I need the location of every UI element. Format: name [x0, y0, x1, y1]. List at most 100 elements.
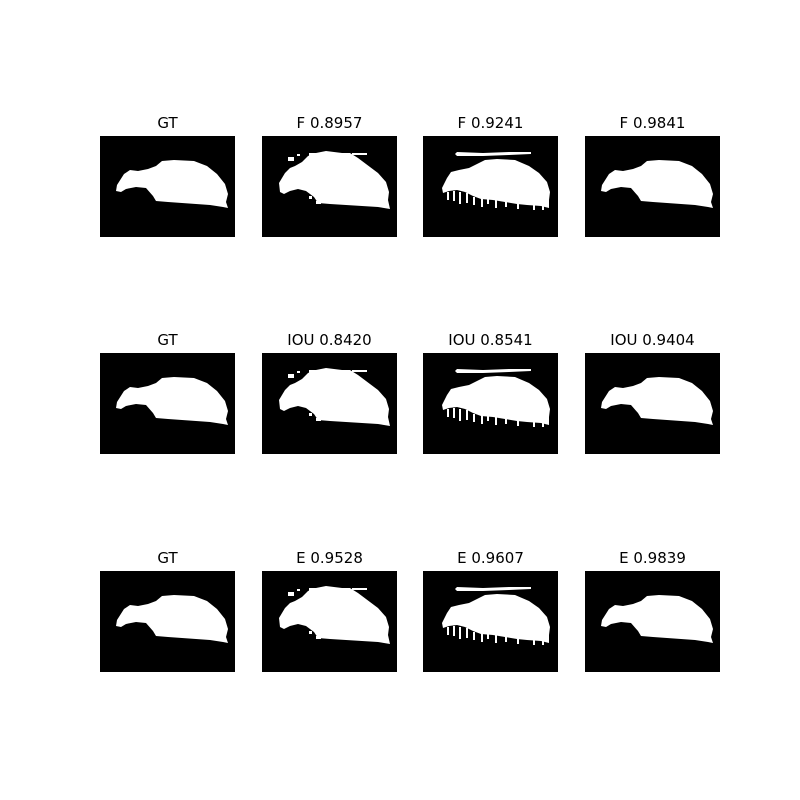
mask-fragment	[309, 153, 329, 156]
mask-fragment	[309, 196, 312, 199]
mask-fragment	[495, 635, 497, 643]
mask-silhouette	[116, 377, 228, 425]
mask-fragment	[447, 627, 449, 635]
mask-fragment	[466, 193, 468, 203]
mask-fragment	[288, 592, 294, 596]
mask-fragment	[453, 191, 455, 201]
panel-r1-c2: F 0.8957	[262, 114, 397, 237]
mask-fragment	[309, 631, 312, 634]
panel-title: E 0.9528	[296, 549, 363, 567]
panel-title: GT	[157, 331, 178, 349]
mask-silhouette	[116, 160, 228, 208]
mask-fragment	[542, 206, 544, 210]
prediction-mask-image	[262, 353, 397, 454]
mask-fragment	[455, 587, 531, 591]
mask-silhouette	[279, 586, 390, 644]
mask-fragment	[455, 152, 531, 156]
prediction-mask-image	[262, 571, 397, 672]
mask-fragment	[481, 634, 483, 642]
prediction-mask-image	[585, 571, 720, 672]
mask-fragment	[459, 409, 461, 421]
mask-fragment	[533, 422, 535, 427]
mask-fragment	[297, 154, 300, 156]
gt-mask-image	[100, 136, 235, 237]
mask-fragment	[309, 370, 329, 373]
mask-fragment	[466, 628, 468, 638]
panel-r3-c3: E 0.9607	[423, 549, 558, 672]
panel-r1-c3: F 0.9241	[423, 114, 558, 237]
mask-fragment	[505, 202, 507, 207]
mask-fragment	[481, 199, 483, 207]
mask-fragment	[466, 410, 468, 420]
mask-fragment	[352, 370, 367, 372]
prediction-mask-image	[585, 136, 720, 237]
gt-mask-image	[100, 353, 235, 454]
mask-fragment	[495, 200, 497, 208]
mask-fragment	[505, 419, 507, 424]
panel-title: F 0.9841	[619, 114, 686, 132]
prediction-mask-image	[423, 353, 558, 454]
mask-fragment	[309, 413, 312, 416]
mask-fragment	[533, 640, 535, 645]
mask-fragment	[316, 636, 321, 639]
mask-fragment	[473, 197, 475, 205]
mask-fragment	[316, 418, 321, 421]
mask-fragment	[288, 157, 294, 161]
panel-r2-c3: IOU 0.8541	[423, 331, 558, 454]
mask-fragment	[487, 199, 489, 204]
panel-title: GT	[157, 114, 178, 132]
mask-fragment	[505, 637, 507, 642]
mask-fragment	[542, 423, 544, 427]
mask-silhouette	[442, 159, 550, 208]
mask-fragment	[297, 589, 300, 591]
panel-r3-c1: GT	[100, 549, 235, 672]
panel-r2-c4: IOU 0.9404	[585, 331, 720, 454]
mask-fragment	[533, 205, 535, 210]
panel-r2-c2: IOU 0.8420	[262, 331, 397, 454]
panel-title: F 0.9241	[457, 114, 524, 132]
panel-title: GT	[157, 549, 178, 567]
mask-silhouette	[279, 151, 390, 209]
panel-r2-c1: GT	[100, 331, 235, 454]
mask-fragment	[517, 638, 519, 644]
mask-fragment	[487, 634, 489, 639]
panel-r1-c4: F 0.9841	[585, 114, 720, 237]
prediction-mask-image	[423, 136, 558, 237]
mask-fragment	[473, 414, 475, 422]
mask-fragment	[473, 632, 475, 640]
panel-title: IOU 0.8420	[287, 331, 372, 349]
mask-fragment	[297, 371, 300, 373]
prediction-mask-image	[585, 353, 720, 454]
mask-fragment	[453, 408, 455, 418]
mask-fragment	[495, 417, 497, 425]
panel-r3-c2: E 0.9528	[262, 549, 397, 672]
mask-silhouette	[601, 595, 713, 643]
prediction-mask-image	[423, 571, 558, 672]
panel-title: E 0.9839	[619, 549, 686, 567]
panel-title: IOU 0.9404	[610, 331, 695, 349]
mask-fragment	[542, 641, 544, 645]
mask-fragment	[481, 416, 483, 424]
mask-fragment	[309, 588, 329, 591]
mask-silhouette	[279, 368, 390, 426]
mask-fragment	[455, 369, 531, 373]
mask-fragment	[517, 420, 519, 426]
mask-fragment	[352, 588, 367, 590]
mask-silhouette	[601, 160, 713, 208]
panel-title: F 0.8957	[296, 114, 363, 132]
mask-silhouette	[601, 377, 713, 425]
mask-fragment	[459, 627, 461, 639]
prediction-mask-image	[262, 136, 397, 237]
mask-fragment	[447, 192, 449, 200]
mask-silhouette	[442, 594, 550, 643]
panel-title: E 0.9607	[457, 549, 524, 567]
mask-fragment	[447, 409, 449, 417]
mask-fragment	[288, 374, 294, 378]
gt-mask-image	[100, 571, 235, 672]
mask-silhouette	[116, 595, 228, 643]
panel-title: IOU 0.8541	[448, 331, 533, 349]
panel-r1-c1: GT	[100, 114, 235, 237]
mask-fragment	[487, 416, 489, 421]
mask-fragment	[517, 203, 519, 209]
